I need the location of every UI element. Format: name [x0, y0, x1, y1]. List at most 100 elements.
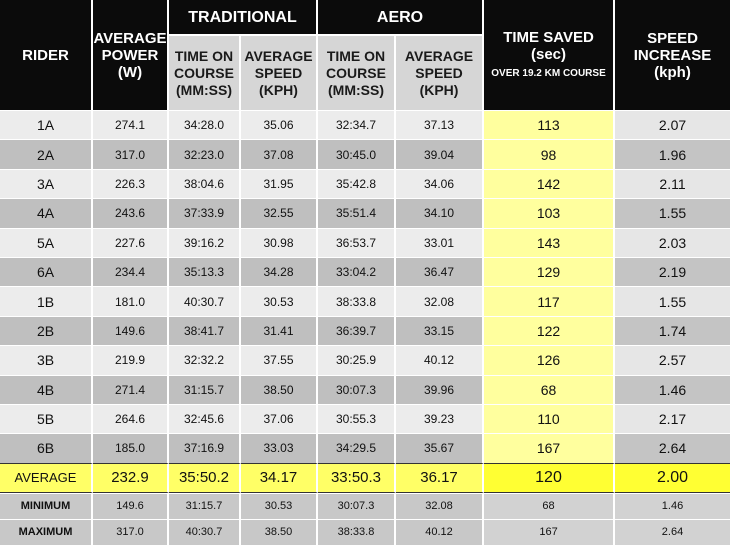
cell-aero-time: 30:07.3	[318, 374, 396, 404]
table-row: 2A 317.0 32:23.0 37.08 30:45.0 39.04 98 1.96	[0, 139, 730, 169]
cell-aero-speed: 34.10	[396, 198, 485, 228]
cell-speed-increase: 1.46	[615, 492, 730, 519]
cell-time-saved: 68	[484, 492, 616, 519]
cell-time-saved: 103	[484, 198, 616, 228]
header-speed-increase: SPEED INCREASE (kph)	[615, 0, 730, 110]
cell-trad-speed: 30.53	[241, 492, 318, 519]
cell-trad-time: 35:13.3	[169, 256, 241, 287]
cell-speed-increase: 2.19	[615, 256, 730, 287]
cell-power: 234.4	[93, 256, 169, 287]
cell-speed-increase: 2.17	[615, 403, 730, 434]
table-row: 6A 234.4 35:13.3 34.28 33:04.2 36.47 129 2.19	[0, 256, 730, 287]
average-row: AVERAGE 232.9 35:50.2 34.17 33:50.3 36.17 120 2…	[0, 462, 730, 493]
cell-rider: 3A	[0, 168, 93, 199]
header-trad-speed: AVERAGE SPEED (KPH)	[241, 34, 318, 110]
cell-trad-speed: 35.06	[241, 110, 318, 140]
cell-trad-time: 37:16.9	[169, 433, 241, 463]
cell-trad-time: 39:16.2	[169, 227, 241, 257]
cell-aero-time: 38:33.8	[318, 518, 396, 545]
cell-aero-speed: 32.08	[396, 492, 485, 519]
cell-time-saved: 98	[484, 139, 616, 169]
cell-aero-speed: 40.12	[396, 345, 485, 375]
cell-aero-time: 38:33.8	[318, 286, 396, 316]
header-aero: AERO	[318, 0, 485, 34]
cell-aero-speed: 33.15	[396, 315, 485, 346]
cell-aero-speed: 33.01	[396, 227, 485, 257]
cell-aero-time: 35:42.8	[318, 168, 396, 199]
cell-power: 226.3	[93, 168, 169, 199]
cell-trad-time: 32:32.2	[169, 345, 241, 375]
cell-trad-speed: 34.28	[241, 256, 318, 287]
cell-speed-increase: 1.55	[615, 286, 730, 316]
cell-aero-speed: 40.12	[396, 518, 485, 545]
cell-aero-time: 36:39.7	[318, 315, 396, 346]
cell-trad-time: 32:23.0	[169, 139, 241, 169]
cell-rider: 2A	[0, 139, 93, 169]
cell-rider: 5A	[0, 227, 93, 257]
cell-aero-speed: 37.13	[396, 110, 485, 140]
cell-aero-speed: 39.96	[396, 374, 485, 404]
cell-aero-time: 33:04.2	[318, 256, 396, 287]
header-aero-time: TIME ON COURSE (MM:SS)	[318, 34, 396, 110]
table-row: 6B 185.0 37:16.9 33.03 34:29.5 35.67 167 2.64	[0, 433, 730, 463]
cell-rider: AVERAGE	[0, 462, 93, 493]
cell-trad-time: 35:50.2	[169, 462, 241, 493]
cell-trad-speed: 37.06	[241, 403, 318, 434]
cell-power: 243.6	[93, 198, 169, 228]
table-row: 3A 226.3 38:04.6 31.95 35:42.8 34.06 142 2.11	[0, 168, 730, 199]
cell-trad-time: 34:28.0	[169, 110, 241, 140]
cell-speed-increase: 1.55	[615, 198, 730, 228]
cell-speed-increase: 2.64	[615, 433, 730, 463]
cell-aero-time: 35:51.4	[318, 198, 396, 228]
cell-aero-time: 30:25.9	[318, 345, 396, 375]
header-time-saved: TIME SAVED (sec) OVER 19.2 KM COURSE	[484, 0, 616, 110]
cell-speed-increase: 2.07	[615, 110, 730, 140]
cell-power: 317.0	[93, 139, 169, 169]
cell-rider: 2B	[0, 315, 93, 346]
cell-time-saved: 68	[484, 374, 616, 404]
cell-trad-speed: 30.98	[241, 227, 318, 257]
cell-power: 264.6	[93, 403, 169, 434]
header-aero-speed: AVERAGE SPEED (KPH)	[396, 34, 485, 110]
cell-time-saved: 120	[484, 462, 616, 493]
cell-aero-time: 34:29.5	[318, 433, 396, 463]
cell-aero-speed: 34.06	[396, 168, 485, 199]
cell-rider: 1B	[0, 286, 93, 316]
cell-time-saved: 110	[484, 403, 616, 434]
cell-power: 181.0	[93, 286, 169, 316]
cell-aero-speed: 36.47	[396, 256, 485, 287]
cell-power: 274.1	[93, 110, 169, 140]
cell-rider: 1A	[0, 110, 93, 140]
cell-aero-speed: 35.67	[396, 433, 485, 463]
cell-aero-time: 30:07.3	[318, 492, 396, 519]
header-time-saved-label: TIME SAVED (sec)	[503, 28, 594, 63]
table-row: 5A 227.6 39:16.2 30.98 36:53.7 33.01 143 2.03	[0, 227, 730, 257]
cell-speed-increase: 1.74	[615, 315, 730, 346]
cell-trad-time: 40:30.7	[169, 518, 241, 545]
cell-power: 232.9	[93, 462, 169, 493]
cell-aero-time: 32:34.7	[318, 110, 396, 140]
cell-power: 219.9	[93, 345, 169, 375]
cell-trad-time: 31:15.7	[169, 492, 241, 519]
cell-time-saved: 117	[484, 286, 616, 316]
cell-time-saved: 113	[484, 110, 616, 140]
cell-aero-speed: 36.17	[396, 462, 485, 493]
cell-trad-time: 31:15.7	[169, 374, 241, 404]
cell-trad-time: 32:45.6	[169, 403, 241, 434]
cell-time-saved: 122	[484, 315, 616, 346]
cell-speed-increase: 2.00	[615, 462, 730, 493]
cell-speed-increase: 2.03	[615, 227, 730, 257]
header-rider: RIDER	[0, 0, 93, 110]
cell-aero-time: 30:55.3	[318, 403, 396, 434]
cell-trad-speed: 34.17	[241, 462, 318, 493]
maximum-row: MAXIMUM 317.0 40:30.7 38.50 38:33.8 40.12 167 2…	[0, 518, 730, 545]
cell-rider: 4B	[0, 374, 93, 404]
cell-aero-time: 30:45.0	[318, 139, 396, 169]
cell-trad-speed: 38.50	[241, 374, 318, 404]
table-row: 1B 181.0 40:30.7 30.53 38:33.8 32.08 117 1.55	[0, 286, 730, 316]
cell-trad-time: 37:33.9	[169, 198, 241, 228]
cell-time-saved: 126	[484, 345, 616, 375]
cell-power: 317.0	[93, 518, 169, 545]
cell-aero-time: 33:50.3	[318, 462, 396, 493]
cell-trad-time: 38:41.7	[169, 315, 241, 346]
